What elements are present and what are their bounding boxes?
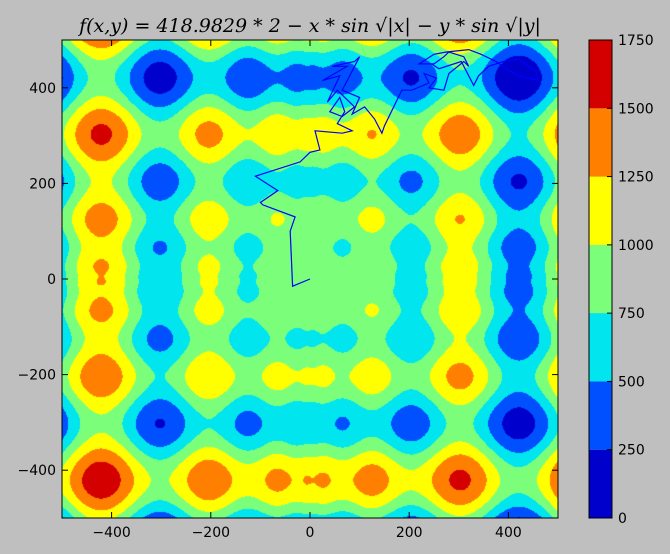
colorbar-band (589, 40, 612, 109)
colorbar-band (589, 313, 612, 382)
colorbar: 0 250 500 750 1000 1250 1500 1750 (588, 33, 654, 527)
x-tick-label: 200 (396, 525, 423, 541)
colorbar-band (589, 176, 612, 245)
colorbar-tick-label: 500 (618, 374, 645, 390)
colorbar-band (589, 449, 612, 518)
optimizer-path (254, 48, 540, 288)
colorbar-tick-label: 250 (618, 443, 645, 459)
colorbar-tick-label: 0 (618, 511, 627, 527)
colorbar-band (589, 381, 612, 450)
x-tick-label: −200 (192, 525, 230, 541)
colorbar-band (589, 108, 612, 177)
colorbar-tick-label: 1250 (618, 170, 654, 186)
chart-title: f(x,y) = 418.9829 * 2 − x * sin √|x| − y… (77, 15, 541, 37)
y-tick-label: −400 (18, 463, 56, 479)
y-tick-label: 200 (29, 176, 56, 192)
colorbar-tick-label: 1750 (618, 33, 654, 49)
plot-axes: −400 −200 0 200 400 −400 −200 0 200 400 (18, 39, 559, 541)
x-tick-label: 0 (306, 525, 315, 541)
path-line (254, 48, 540, 288)
colorbar-tick-label: 1000 (618, 238, 654, 254)
y-tick-label: 400 (29, 81, 56, 97)
y-tick-label: −200 (18, 368, 56, 384)
x-tick-label: 400 (495, 525, 522, 541)
colorbar-band (589, 244, 612, 314)
y-tick-label: 0 (47, 272, 56, 288)
colorbar-tick-label: 1500 (618, 101, 654, 117)
colorbar-frame (588, 39, 613, 519)
colorbar-tick-label: 750 (618, 306, 645, 322)
x-tick-label: −400 (92, 525, 130, 541)
